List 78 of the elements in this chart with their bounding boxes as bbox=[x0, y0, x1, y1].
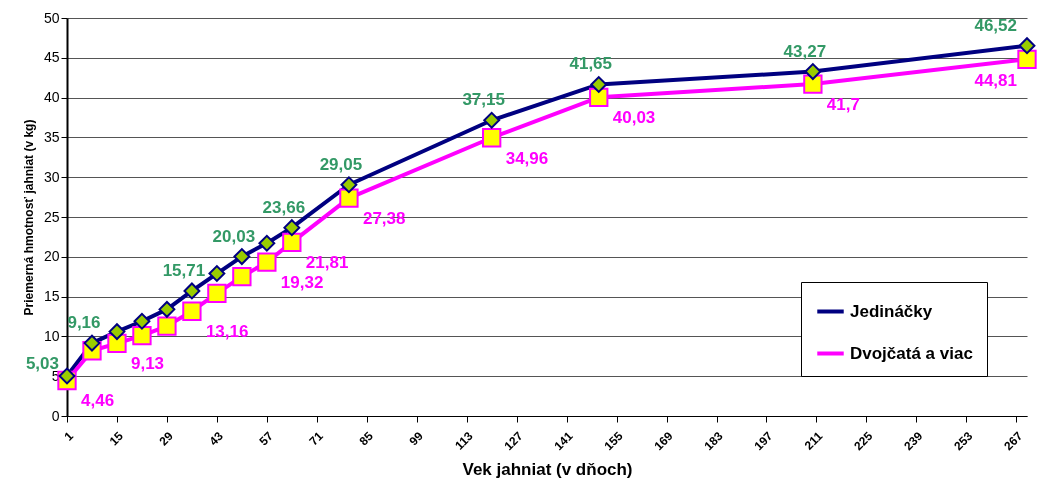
point bbox=[108, 323, 126, 341]
x-tick-label: 29 bbox=[156, 428, 177, 449]
x-tick-label: 169 bbox=[651, 428, 676, 454]
y-tick-label: 45 bbox=[43, 49, 60, 66]
y-axis-title: Priemerná hmotnosť jahniat (v kg) bbox=[21, 119, 36, 316]
point bbox=[590, 76, 608, 93]
point bbox=[483, 111, 501, 129]
point bbox=[589, 87, 609, 108]
x-tick-label: 253 bbox=[951, 428, 976, 454]
x-tick-label: 225 bbox=[851, 428, 876, 454]
y-tick-label: 10 bbox=[43, 327, 60, 344]
point bbox=[133, 312, 151, 330]
point bbox=[283, 219, 301, 237]
data-label: 19,32 bbox=[280, 273, 324, 293]
x-tick-label: 267 bbox=[1001, 428, 1026, 454]
point bbox=[107, 333, 127, 353]
data-label: 9,13 bbox=[130, 354, 165, 374]
data-label: 29,05 bbox=[319, 154, 363, 174]
x-tick-label: 141 bbox=[551, 428, 576, 454]
point bbox=[83, 334, 101, 352]
x-tick-label: 211 bbox=[801, 428, 826, 453]
point bbox=[339, 188, 359, 208]
data-label: 41,65 bbox=[569, 54, 613, 74]
data-label: 44,81 bbox=[974, 71, 1017, 91]
y-tick-label: 15 bbox=[43, 288, 60, 305]
x-tick-label: 197 bbox=[751, 428, 776, 454]
point bbox=[233, 248, 251, 265]
point bbox=[182, 301, 202, 321]
data-label: 15,71 bbox=[162, 260, 206, 280]
data-label: 34,96 bbox=[505, 148, 549, 168]
point bbox=[208, 265, 226, 282]
data-label: 5,03 bbox=[25, 353, 59, 373]
x-axis-title: Vek jahniat (v dňoch) bbox=[462, 460, 633, 480]
x-tick-label: 99 bbox=[406, 428, 426, 449]
y-tick-label: 35 bbox=[43, 128, 60, 145]
x-tick-label: 57 bbox=[256, 428, 277, 449]
y-tick-label: 20 bbox=[43, 248, 60, 265]
point bbox=[158, 300, 176, 318]
point bbox=[258, 234, 276, 252]
x-tick-label: 155 bbox=[601, 428, 626, 454]
point bbox=[340, 176, 358, 194]
point bbox=[804, 63, 822, 80]
data-label: 21,81 bbox=[305, 253, 349, 273]
x-tick-label: 43 bbox=[206, 428, 227, 449]
point bbox=[482, 128, 502, 148]
data-label: 20,03 bbox=[212, 226, 256, 246]
x-tick-label: 15 bbox=[106, 428, 127, 449]
point bbox=[257, 252, 277, 272]
legend-label: Jedináčky bbox=[850, 301, 933, 321]
x-tick-label: 1 bbox=[61, 428, 77, 444]
x-tick-label: 239 bbox=[901, 428, 926, 454]
y-tick-label: 50 bbox=[43, 9, 60, 26]
y-tick-label: 0 bbox=[51, 407, 60, 424]
data-label: 41,7 bbox=[826, 95, 860, 115]
data-label: 4,46 bbox=[81, 391, 115, 411]
point bbox=[207, 283, 227, 304]
legend-label: Dvojčatá a viac bbox=[850, 343, 973, 363]
y-tick-label: 40 bbox=[43, 89, 60, 106]
point bbox=[132, 325, 152, 346]
x-tick-label: 71 bbox=[306, 428, 327, 449]
y-tick-label: 25 bbox=[43, 208, 60, 225]
data-label: 46,52 bbox=[974, 15, 1017, 35]
point bbox=[803, 74, 823, 94]
point bbox=[1018, 37, 1036, 55]
point bbox=[232, 267, 252, 287]
point bbox=[157, 316, 177, 336]
x-tick-label: 127 bbox=[501, 428, 526, 454]
point bbox=[58, 367, 76, 385]
point bbox=[183, 282, 201, 300]
point bbox=[1017, 49, 1037, 69]
data-label: 23,66 bbox=[262, 197, 306, 217]
x-tick-label: 85 bbox=[356, 428, 376, 449]
x-tick-label: 113 bbox=[452, 428, 476, 453]
data-label: 40,03 bbox=[612, 108, 656, 128]
y-tick-label: 30 bbox=[43, 168, 60, 185]
data-label: 43,27 bbox=[783, 41, 827, 61]
point bbox=[282, 232, 302, 253]
x-tick-label: 183 bbox=[701, 428, 726, 454]
